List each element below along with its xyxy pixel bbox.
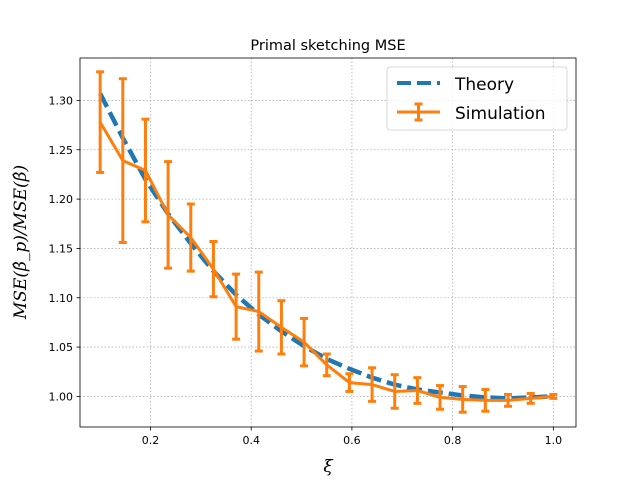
simulation-errorbar [209,240,218,299]
y-axis-label: MSE(β̂_p)/MSE(β̂) [11,165,31,320]
x-tick-label: 0.4 [242,434,260,447]
simulation-errorbar [368,366,377,403]
x-tick-label: 0.6 [343,434,361,447]
x-tick-label: 1.0 [545,434,563,447]
simulation-errorbar [481,388,490,413]
simulation-errorbar [300,316,309,368]
simulation-errorbar [436,384,445,411]
plot-series [96,70,558,414]
simulation-errorbar [526,391,535,405]
y-tick-label: 1.10 [49,292,74,305]
x-tick-label: 0.8 [444,434,462,447]
plot-frame [79,57,577,428]
y-tick-label: 1.25 [49,144,74,157]
simulation-errorbar [141,117,150,224]
simulation-errorbar [322,352,331,378]
simulation-errorbar [458,385,467,414]
legend-theory-label: Theory [454,75,514,95]
legend-box [386,66,568,131]
simulation-errorbar [186,202,195,273]
legend-simulation-label: Simulation [455,104,546,124]
simulation-errorbar [232,272,241,341]
simulation-errorbar [118,77,127,244]
y-tick-label: 1.30 [49,94,74,107]
simulation-errorbar [164,160,173,270]
x-tick-label: 0.2 [142,434,160,447]
chart-title: Primal sketching MSE [250,38,405,54]
simulation-errorbar [504,392,513,408]
simulation-errorbar [345,372,354,393]
x-axis-label: ξ [323,457,334,477]
legend: Theory Simulation [386,66,568,131]
y-tick-label: 1.05 [49,341,74,354]
simulation-errorbar [390,373,399,410]
y-tick-label: 1.15 [49,242,74,255]
simulation-errorbar [254,270,263,353]
y-tick-label: 1.00 [49,390,74,403]
y-tick-label: 1.20 [49,193,74,206]
ticks: 0.2 0.4 0.6 0.8 1.0 1.00 1.05 1.10 1.15 1.20 1.25 1… [49,94,563,447]
simulation-errorbar [277,299,286,356]
simulation-errorbar [413,376,422,405]
simulation-errorbar [96,70,105,174]
simulation-errorbar [549,392,558,400]
